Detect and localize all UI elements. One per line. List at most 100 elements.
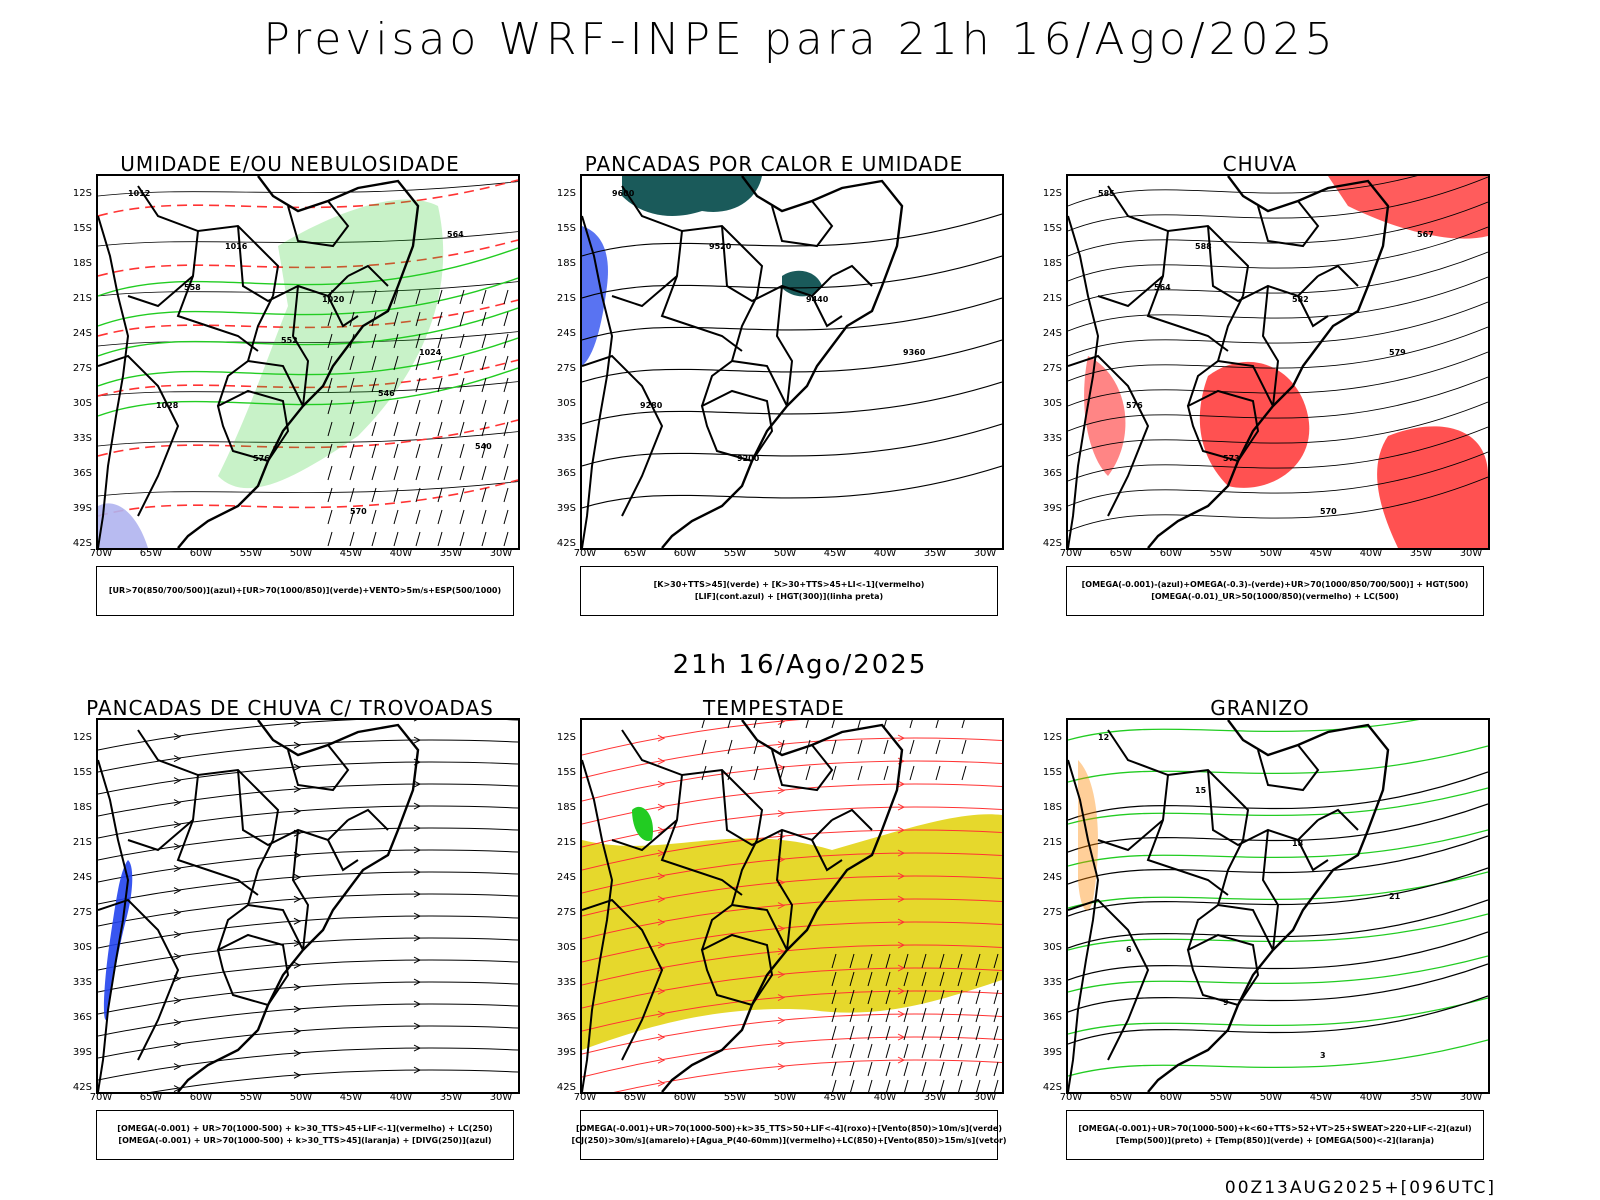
- coastline-east: [1147, 176, 1390, 548]
- country-border: [237, 769, 349, 847]
- wind-vector: [885, 1061, 891, 1077]
- coastline-west: [582, 215, 614, 548]
- wind-vector: [349, 421, 355, 437]
- wind-vector: [831, 765, 837, 781]
- wind-vector: [415, 531, 421, 547]
- wind-vector: [850, 1079, 855, 1092]
- longitude-label: 65W: [139, 1092, 163, 1103]
- contour-line: [1068, 401, 1488, 457]
- wind-vector: [904, 1079, 909, 1092]
- wind-vector: [371, 443, 377, 459]
- wind-vector: [393, 289, 399, 305]
- wind-vector: [481, 377, 487, 393]
- latitude-label: 12S: [1042, 188, 1062, 199]
- weather-map: 9600 9520 9440 9360 9280 9200: [580, 174, 1004, 550]
- country-border: [811, 839, 843, 872]
- country-border: [731, 360, 788, 407]
- wind-vector: [349, 465, 355, 481]
- wind-vector: [831, 720, 835, 729]
- country-border: [291, 285, 310, 407]
- wind-vector: [349, 377, 355, 393]
- wind-vector: [393, 487, 399, 503]
- country-border: [1068, 354, 1150, 517]
- country-border: [731, 904, 788, 951]
- wind-vector: [437, 355, 443, 371]
- longitude-label: 70W: [89, 1092, 113, 1103]
- contour-label: 3: [1320, 1051, 1326, 1060]
- longitude-label: 30W: [489, 548, 513, 559]
- wind-vector: [437, 443, 443, 459]
- latitude-label: 24S: [556, 872, 576, 883]
- streamline-arrow: [293, 741, 302, 749]
- longitude-label: 30W: [1459, 548, 1483, 559]
- wind-vector: [867, 989, 873, 1005]
- country-border: [137, 729, 280, 841]
- country-border: [1146, 230, 1229, 352]
- country-border: [660, 230, 743, 352]
- wind-vector: [939, 1025, 945, 1041]
- streamline-arrow: [293, 1071, 302, 1079]
- country-border: [701, 295, 758, 407]
- panel-title: PANCADAS POR CALOR E UMIDADE: [584, 152, 964, 176]
- streamline-arrow: [897, 964, 906, 972]
- latitude-label: 27S: [72, 363, 92, 374]
- wind-vector: [327, 421, 333, 437]
- wind-vector: [327, 355, 333, 371]
- streamline-arrow: [777, 971, 786, 979]
- wind-vector: [957, 1025, 963, 1041]
- contour-label: 9200: [737, 454, 760, 463]
- streamline: [582, 737, 1002, 779]
- wind-vector: [935, 765, 941, 781]
- wind-vector: [327, 465, 333, 481]
- wind-vector: [885, 971, 891, 987]
- latitude-label: 24S: [556, 328, 576, 339]
- wind-vector: [503, 487, 509, 503]
- weather-map: [96, 718, 520, 1094]
- longitude-label: 35W: [439, 548, 463, 559]
- longitude-label: 45W: [1309, 548, 1333, 559]
- contour-line: [1068, 226, 1488, 282]
- wind-vector: [371, 421, 377, 437]
- contour-label: 9520: [709, 242, 732, 251]
- streamline-arrow: [657, 757, 666, 765]
- longitude-label: 35W: [439, 1092, 463, 1103]
- contour-line: [1068, 867, 1488, 917]
- streamline-arrow: [413, 1000, 422, 1008]
- streamline: [613, 1059, 1002, 1092]
- streamline: [98, 849, 518, 883]
- latitude-label: 42S: [1042, 1082, 1062, 1093]
- streamline: [582, 1036, 1002, 1078]
- latitude-label: 21S: [72, 837, 92, 848]
- contour-line: [1068, 276, 1488, 332]
- wind-vector: [437, 421, 443, 437]
- latitude-label: 30S: [1042, 398, 1062, 409]
- wind-vector: [867, 953, 873, 969]
- lifted-index-area-blue: [582, 226, 608, 366]
- latitude-label: 30S: [1042, 942, 1062, 953]
- streamline-arrow: [413, 720, 418, 722]
- contour-line: [1068, 803, 1488, 853]
- wind-vector: [371, 333, 377, 349]
- longitude-label: 60W: [673, 1092, 697, 1103]
- contour-label: 570: [1320, 507, 1337, 516]
- streamline-arrow: [293, 763, 302, 771]
- map-canvas: [98, 720, 518, 1092]
- latitude-label: 15S: [1042, 223, 1062, 234]
- weather-map: 1012 1016 1020 1024 1028 576 570 564 558 552 546 54…: [96, 174, 520, 550]
- wind-vector: [503, 421, 509, 437]
- streamline-arrow: [293, 1027, 302, 1035]
- wind-vector: [921, 1061, 927, 1077]
- wind-vector: [503, 443, 509, 459]
- wind-vector: [849, 1061, 855, 1077]
- streamline-arrow: [173, 931, 182, 939]
- streamline: [582, 875, 1002, 917]
- panel-title: GRANIZO: [1210, 696, 1310, 720]
- panel-chuva: CHUVA 585 588 582 579 576 573 570 567 564 12S 15S 18…: [1040, 152, 1490, 622]
- wind-vector: [503, 465, 509, 481]
- country-border: [137, 185, 280, 297]
- wind-vector: [849, 989, 855, 1005]
- wind-vector: [393, 443, 399, 459]
- latitude-label: 27S: [556, 907, 576, 918]
- wind-vector: [831, 1043, 837, 1059]
- longitude-label: 50W: [1259, 1092, 1283, 1103]
